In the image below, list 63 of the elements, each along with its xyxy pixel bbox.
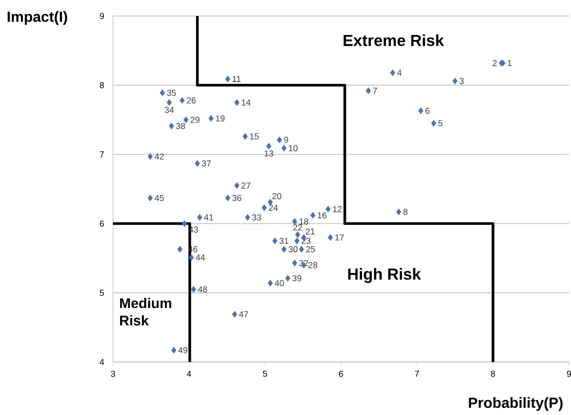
x-tick-label: 4: [186, 370, 192, 377]
annotation: 22: [293, 224, 302, 230]
y-tick-label: 9: [100, 12, 104, 20]
annotation: Extreme Risk: [344, 34, 444, 46]
annotation: 20: [272, 193, 282, 200]
annotation: 15: [250, 133, 259, 140]
annotation: 31: [279, 238, 288, 244]
annotation: 19: [216, 115, 225, 122]
annotation: 24: [268, 204, 278, 211]
y-tick-label: 5: [100, 290, 104, 296]
annotation: 5: [438, 120, 442, 126]
annotation: 11: [232, 76, 241, 82]
x-tick-label: 5: [262, 370, 268, 377]
y-tick-label: 4: [100, 359, 104, 365]
x-tick-label: 9: [566, 370, 571, 377]
x-tick-label: 3: [110, 370, 116, 377]
annotation: 16: [318, 212, 326, 218]
annotation: 36: [232, 194, 242, 202]
annotation: 9: [284, 136, 288, 143]
annotation: 25: [306, 246, 316, 252]
annotation: 6: [426, 108, 430, 114]
annotation: 35: [167, 90, 176, 96]
annotation: 7: [373, 88, 377, 94]
annotation: Medium Risk: [120, 298, 172, 326]
annotation: 14: [242, 100, 251, 106]
annotation: 1: [508, 60, 512, 66]
annotation: 38: [176, 122, 186, 130]
annotation: 10: [288, 145, 298, 152]
annotation: 40: [274, 280, 284, 286]
y-tick-label: 7: [100, 151, 104, 158]
x-tick-label: 8: [490, 370, 496, 377]
y-tick-label: 6: [100, 220, 104, 227]
annotation: 13: [264, 150, 274, 156]
annotation: 17: [335, 234, 344, 240]
annotation: 27: [242, 182, 250, 189]
annotation: 8: [403, 208, 408, 215]
annotation: 2: [492, 60, 497, 66]
annotation: 26: [186, 97, 196, 104]
x-axis-title: Probability(P): [468, 397, 563, 411]
x-tick-label: 7: [415, 370, 419, 377]
annotation: 18: [300, 218, 308, 225]
annotation: 29: [190, 116, 200, 123]
y-axis-title: Impact(I): [8, 11, 68, 25]
annotation: 33: [252, 214, 262, 220]
annotation: 41: [204, 214, 214, 220]
annotation: 45: [154, 194, 164, 202]
annotation: 44: [196, 254, 205, 260]
y-tick-label: 8: [100, 82, 104, 88]
annotation: 28: [308, 262, 318, 268]
annotation: 30: [288, 246, 298, 252]
annotation: 49: [178, 347, 188, 354]
annotation: 21: [306, 228, 315, 235]
annotation: 3: [460, 78, 464, 84]
annotation: 47: [239, 311, 248, 318]
annotation: High Risk: [348, 268, 421, 283]
annotation: 34: [164, 106, 174, 113]
annotation: 37: [202, 160, 211, 166]
annotation: 12: [333, 206, 342, 212]
annotation: 42: [154, 153, 164, 160]
annotation: 4: [397, 70, 402, 76]
x-tick-label: 6: [339, 370, 344, 377]
annotation: 48: [198, 286, 208, 292]
annotation: 39: [292, 275, 302, 282]
